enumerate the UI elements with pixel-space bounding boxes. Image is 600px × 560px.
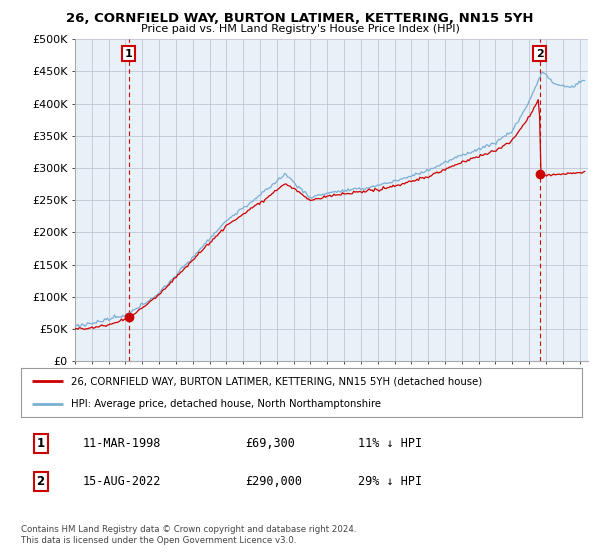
Text: 15-AUG-2022: 15-AUG-2022	[83, 475, 161, 488]
Text: Contains HM Land Registry data © Crown copyright and database right 2024.
This d: Contains HM Land Registry data © Crown c…	[21, 525, 356, 545]
Text: 2: 2	[536, 49, 544, 59]
Text: 1: 1	[37, 437, 44, 450]
Text: 29% ↓ HPI: 29% ↓ HPI	[358, 475, 422, 488]
Text: Price paid vs. HM Land Registry's House Price Index (HPI): Price paid vs. HM Land Registry's House …	[140, 24, 460, 34]
Text: 26, CORNFIELD WAY, BURTON LATIMER, KETTERING, NN15 5YH (detached house): 26, CORNFIELD WAY, BURTON LATIMER, KETTE…	[71, 376, 483, 386]
Text: 11-MAR-1998: 11-MAR-1998	[83, 437, 161, 450]
Text: HPI: Average price, detached house, North Northamptonshire: HPI: Average price, detached house, Nort…	[71, 399, 382, 409]
Text: £290,000: £290,000	[245, 475, 302, 488]
Text: 26, CORNFIELD WAY, BURTON LATIMER, KETTERING, NN15 5YH: 26, CORNFIELD WAY, BURTON LATIMER, KETTE…	[66, 12, 534, 25]
Text: 1: 1	[125, 49, 133, 59]
Text: £69,300: £69,300	[245, 437, 295, 450]
Text: 11% ↓ HPI: 11% ↓ HPI	[358, 437, 422, 450]
Text: 2: 2	[37, 475, 44, 488]
